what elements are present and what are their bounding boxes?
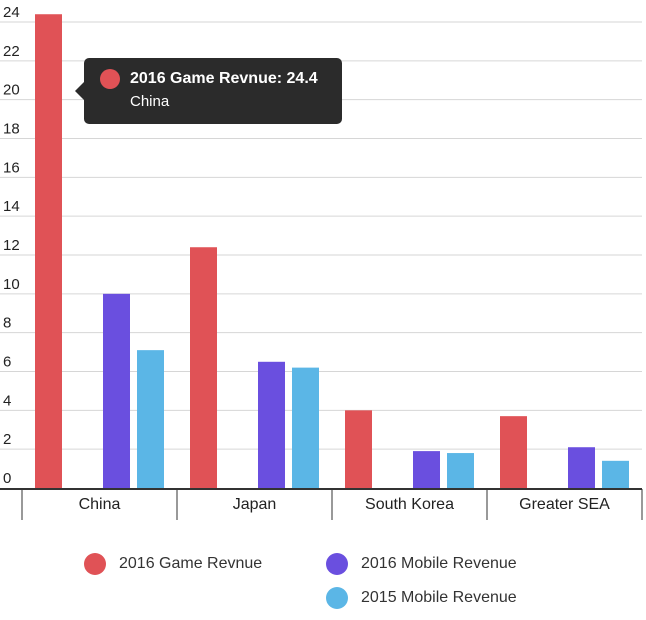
bar[interactable] — [258, 361, 285, 488]
tooltip-series-marker — [100, 69, 120, 89]
legend-label: 2015 Mobile Revenue — [361, 589, 517, 606]
y-tick-label: 10 — [3, 276, 20, 293]
legend-item-2016-game-revenue[interactable]: 2016 Game Revnue — [84, 553, 262, 575]
y-tick-label: 12 — [3, 237, 20, 254]
legend-item-2015-mobile-revenue[interactable]: 2015 Mobile Revenue — [326, 587, 517, 609]
x-axis — [0, 488, 643, 520]
bar[interactable] — [345, 410, 372, 488]
bar[interactable] — [190, 247, 217, 488]
y-tick-label: 0 — [3, 470, 11, 487]
legend-item-2016-mobile-revenue[interactable]: 2016 Mobile Revenue — [326, 553, 517, 575]
y-tick-label: 24 — [3, 4, 20, 21]
bar[interactable] — [292, 367, 319, 488]
legend-label: 2016 Mobile Revenue — [361, 555, 517, 572]
y-tick-label: 14 — [3, 198, 20, 215]
tooltip-category: China — [130, 93, 170, 110]
legend-marker — [84, 553, 106, 575]
bar[interactable] — [447, 453, 474, 488]
bar[interactable] — [103, 293, 130, 488]
legend-marker — [326, 587, 348, 609]
y-tick-label: 8 — [3, 315, 11, 332]
legend: 2016 Game Revnue 2016 Mobile Revenue 201… — [0, 540, 646, 620]
x-tick-label: Greater SEA — [519, 496, 610, 513]
y-tick-label: 4 — [3, 392, 11, 409]
x-tick-label: China — [79, 496, 121, 513]
bar[interactable] — [602, 460, 629, 488]
bar[interactable] — [35, 14, 62, 488]
y-tick-label: 18 — [3, 121, 20, 138]
bar[interactable] — [568, 447, 595, 488]
x-tick-label: South Korea — [365, 496, 454, 513]
bar[interactable] — [500, 416, 527, 488]
y-tick-label: 20 — [3, 82, 20, 99]
y-tick-label: 2 — [3, 431, 11, 448]
y-tick-label: 22 — [3, 43, 20, 60]
bars — [35, 14, 629, 488]
x-axis-category-labels: China Japan South Korea Greater SEA — [79, 496, 611, 513]
x-tick-label: Japan — [233, 496, 277, 513]
tooltip-title: 2016 Game Revnue: 24.4 — [130, 70, 318, 87]
legend-label: 2016 Game Revnue — [119, 555, 263, 572]
bar[interactable] — [137, 350, 164, 488]
tooltip-pointer — [75, 82, 84, 100]
tooltip: 2016 Game Revnue: 24.4 China — [75, 58, 342, 124]
legend-marker — [326, 553, 348, 575]
y-tick-label: 6 — [3, 354, 11, 371]
bar[interactable] — [413, 451, 440, 488]
y-tick-label: 16 — [3, 159, 20, 176]
